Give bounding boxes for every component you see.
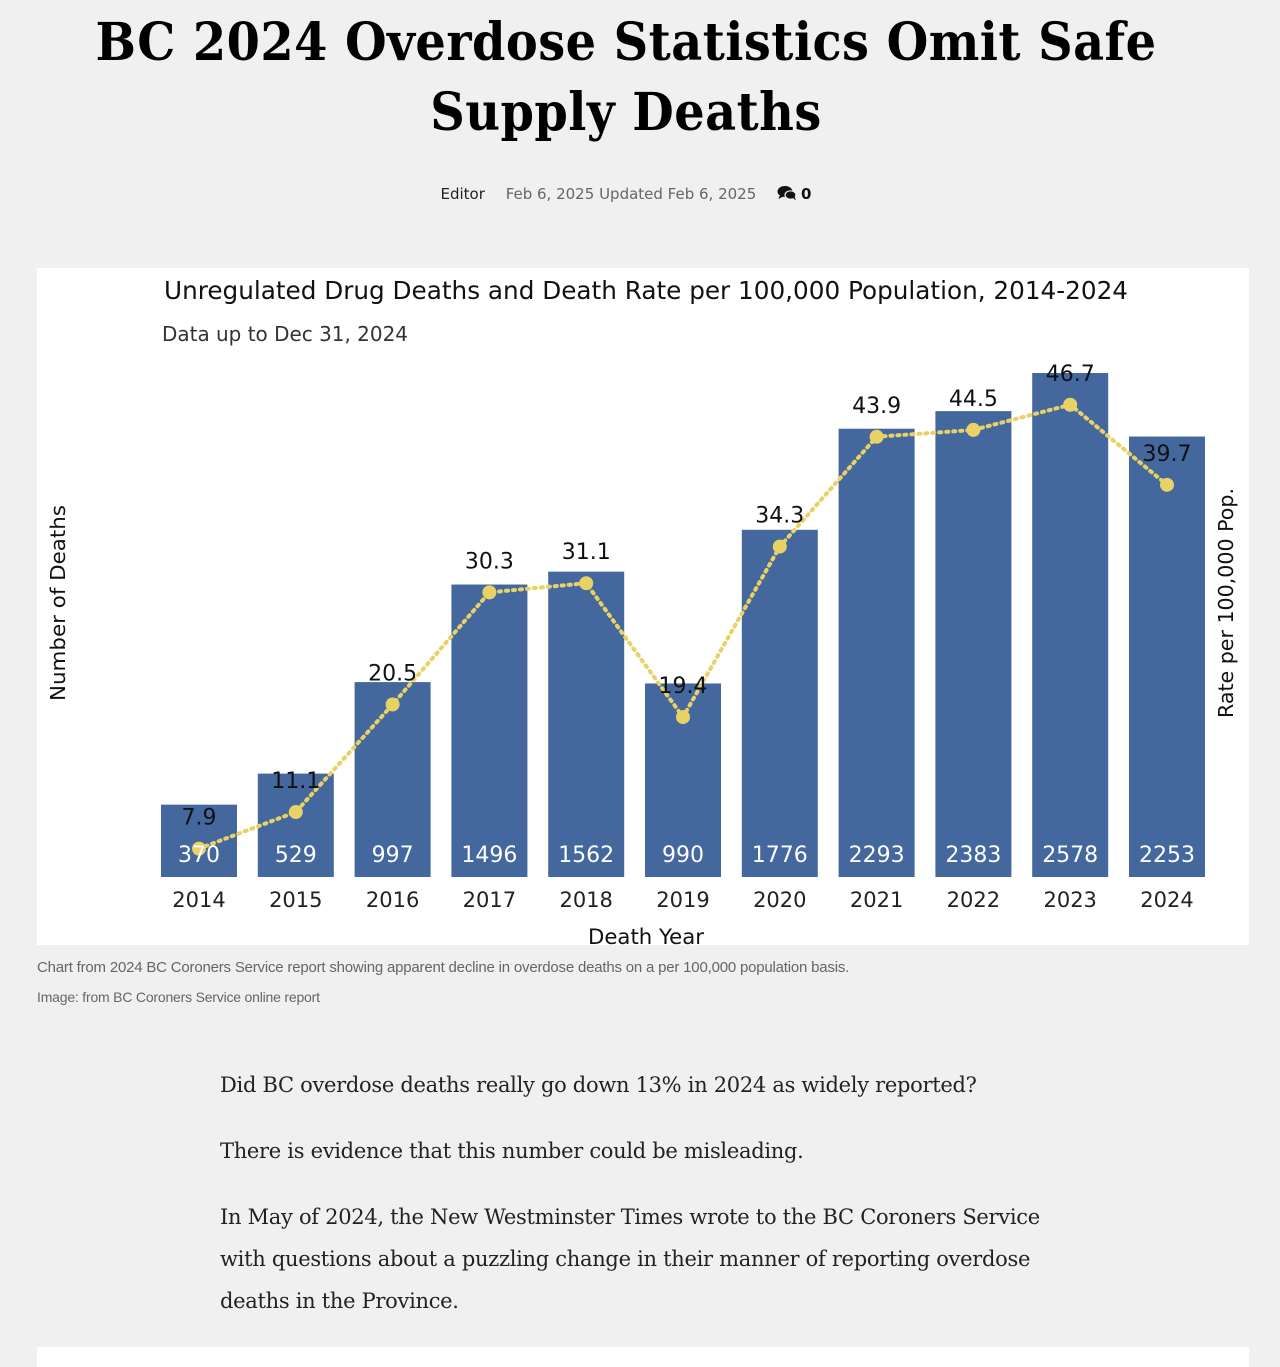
article-meta: Editor Feb 6, 2025 Updated Feb 6, 2025 0 (0, 185, 1252, 203)
bar-value-label-2016: 997 (372, 843, 414, 868)
rate-value-label-2020: 34.3 (755, 504, 804, 529)
bar-value-label-2023: 2578 (1042, 843, 1098, 868)
x-tick-label-2015: 2015 (269, 888, 322, 912)
updated-date: Updated Feb 6, 2025 (599, 185, 757, 203)
x-tick-label-2016: 2016 (366, 888, 419, 912)
x-tick-label-2021: 2021 (850, 888, 903, 912)
rate-point-2023 (1063, 397, 1078, 412)
rate-point-2021 (869, 429, 884, 444)
rate-point-2017 (482, 585, 497, 600)
comments-icon (777, 186, 797, 201)
comment-count: 0 (801, 185, 812, 203)
bar-2021 (838, 428, 915, 877)
rate-point-2016 (385, 697, 400, 712)
image-credit: Image: from BC Coroners Service online r… (37, 989, 320, 1005)
x-tick-label-2020: 2020 (753, 888, 806, 912)
x-tick-label-2014: 2014 (172, 888, 225, 912)
rate-point-2024 (1160, 477, 1174, 492)
bar-2016 (354, 682, 431, 877)
bar-value-label-2018: 1562 (558, 843, 614, 868)
x-tick-label-2022: 2022 (947, 888, 1000, 912)
bar-value-label-2022: 2383 (945, 843, 1001, 868)
rate-value-label-2015: 11.1 (271, 769, 320, 794)
bar-2020 (741, 529, 818, 877)
author-link[interactable]: Editor (440, 185, 485, 203)
y-axis-label: Number of Deaths (46, 505, 70, 701)
x-tick-label-2018: 2018 (559, 888, 612, 912)
bar-value-label-2019: 990 (662, 843, 704, 868)
publish-date: Feb 6, 2025 (505, 185, 595, 203)
bar-2015 (257, 773, 334, 877)
labels-layer: 370 2014 529 2015 997 2016 1496 2017 1562 2018 990… (172, 362, 1195, 912)
bar-2018 (548, 571, 625, 877)
rate-point-2015 (288, 805, 303, 820)
rate-value-label-2016: 20.5 (368, 661, 417, 686)
rate-value-label-2017: 30.3 (465, 549, 514, 574)
y2-axis-label: Rate per 100,000 Pop. (1214, 488, 1238, 718)
comments-link[interactable]: 0 (777, 185, 811, 203)
chart-figure: Unregulated Drug Deaths and Death Rate p… (37, 268, 1249, 945)
x-axis-label: Death Year (588, 925, 704, 945)
article-body: Did BC overdose deaths really go down 13… (220, 1064, 1080, 1346)
rate-point-2014 (192, 841, 206, 856)
x-tick-label-2023: 2023 (1043, 888, 1096, 912)
rate-value-label-2022: 44.5 (949, 387, 998, 412)
paragraph: There is evidence that this number could… (220, 1139, 804, 1163)
rate-value-label-2014: 7.9 (182, 806, 217, 831)
paragraph: Did BC overdose deaths really go down 13… (220, 1073, 977, 1097)
paragraph: In May of 2024, the New Westminster Time… (220, 1205, 1040, 1313)
rate-point-2019 (676, 710, 690, 725)
rate-value-label-2021: 43.9 (852, 394, 901, 419)
bar-value-label-2015: 529 (275, 843, 317, 868)
rate-point-2022 (966, 422, 981, 437)
chart-svg: Unregulated Drug Deaths and Death Rate p… (46, 276, 1238, 945)
bar-value-label-2024: 2253 (1139, 843, 1195, 868)
bar-2024 (1129, 436, 1205, 877)
bar-value-label-2017: 1496 (461, 843, 517, 868)
bar-2017 (451, 584, 528, 877)
rate-value-label-2018: 31.1 (562, 540, 611, 565)
rate-value-label-2023: 46.7 (1046, 362, 1095, 387)
bar-value-label-2020: 1776 (752, 843, 808, 868)
x-tick-label-2017: 2017 (463, 888, 516, 912)
bar-value-label-2014: 370 (178, 843, 220, 868)
rate-point-2018 (579, 576, 594, 591)
x-tick-label-2019: 2019 (656, 888, 709, 912)
bar-2014 (161, 804, 237, 877)
chart-subtitle: Data up to Dec 31, 2024 (162, 322, 408, 346)
figure-caption: Chart from 2024 BC Coroners Service repo… (37, 959, 850, 976)
bars-layer (161, 373, 1205, 877)
chart-title: Unregulated Drug Deaths and Death Rate p… (164, 276, 1128, 305)
x-tick-label-2024: 2024 (1140, 888, 1193, 912)
rate-value-label-2019: 19.4 (659, 674, 708, 699)
bar-2023 (1032, 373, 1109, 877)
rate-value-label-2024: 39.7 (1143, 442, 1192, 467)
rate-line-layer (192, 397, 1174, 856)
article-headline: BC 2024 Overdose Statistics Omit Safe Su… (95, 12, 1157, 143)
rate-point-2020 (772, 539, 787, 554)
bar-2022 (935, 411, 1012, 877)
bar-value-label-2021: 2293 (849, 843, 905, 868)
next-content-card (37, 1347, 1249, 1367)
